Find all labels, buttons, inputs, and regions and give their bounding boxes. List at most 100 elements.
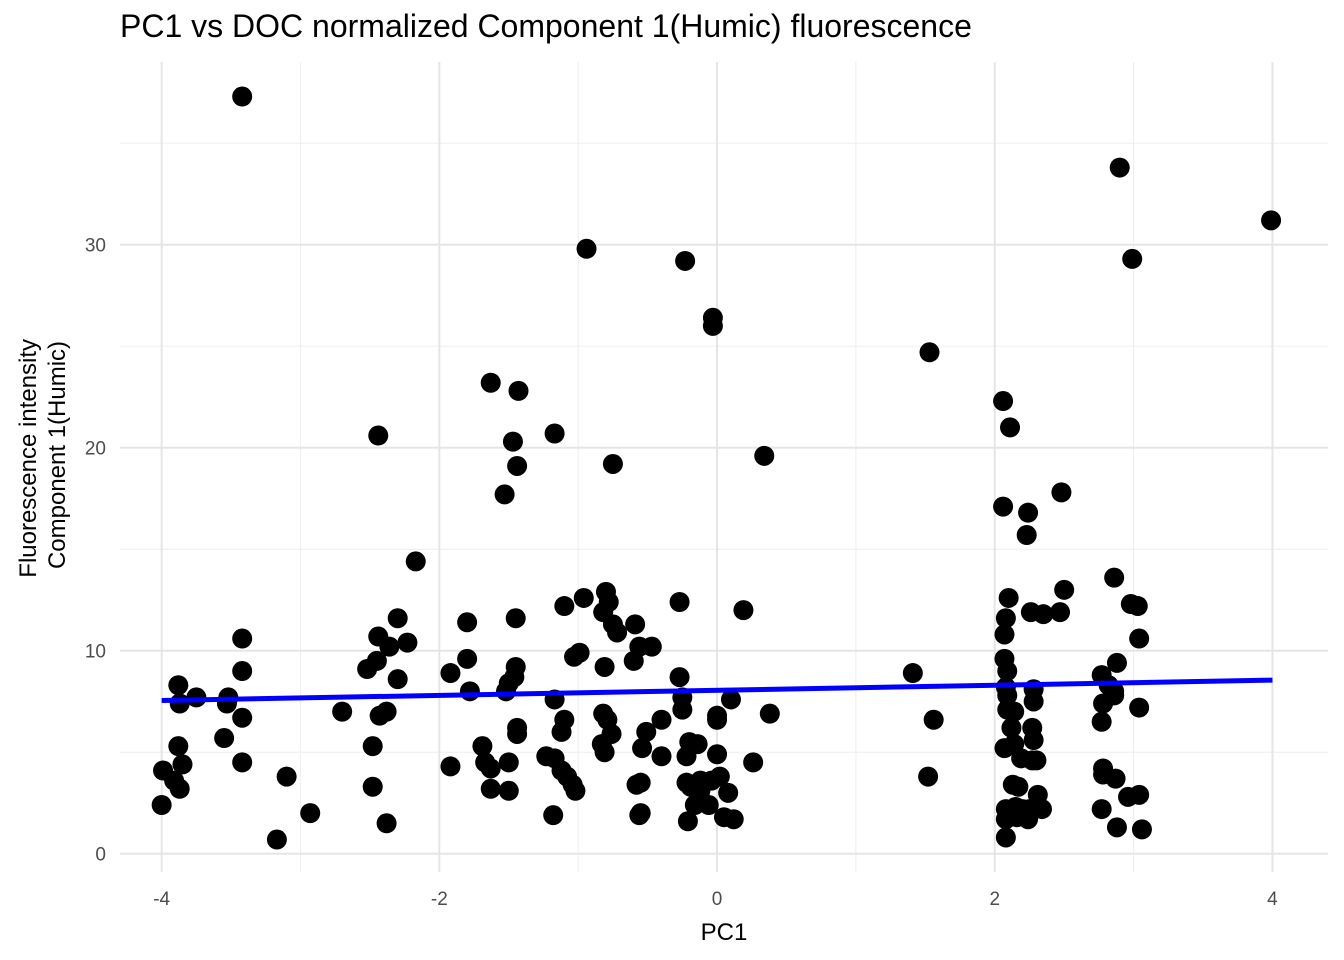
data-point — [759, 703, 780, 724]
data-point — [332, 701, 353, 722]
y-tick-label: 10 — [85, 642, 106, 663]
data-point — [629, 805, 650, 826]
data-point — [1033, 604, 1054, 625]
data-point — [576, 238, 597, 259]
data-point — [357, 658, 378, 679]
data-point — [669, 592, 690, 612]
data-point — [544, 423, 565, 444]
data-point — [480, 372, 501, 393]
data-point — [494, 484, 515, 505]
data-point — [676, 746, 697, 767]
data-point — [232, 628, 253, 649]
data-point — [214, 728, 235, 749]
data-point — [607, 622, 628, 643]
data-point — [1106, 652, 1127, 673]
data-point — [1122, 248, 1143, 269]
data-point — [232, 707, 253, 728]
data-point — [368, 425, 389, 446]
data-point — [362, 776, 383, 797]
data-point — [1261, 210, 1282, 231]
data-point — [993, 496, 1014, 517]
data-point — [216, 693, 237, 714]
data-point — [641, 636, 662, 657]
data-point — [362, 736, 383, 757]
data-point — [998, 587, 1019, 608]
data-point — [623, 650, 644, 671]
data-point — [698, 795, 719, 816]
data-point — [457, 648, 478, 669]
data-point — [632, 738, 653, 759]
data-point — [507, 723, 528, 744]
data-point — [1016, 525, 1037, 546]
data-point — [1004, 701, 1025, 722]
x-tick-label: -4 — [153, 889, 170, 910]
data-point — [707, 709, 728, 730]
data-point — [379, 636, 400, 657]
data-point — [995, 827, 1016, 848]
data-point — [405, 551, 426, 572]
grid — [120, 62, 1328, 872]
data-point — [1026, 750, 1047, 771]
y-axis-title-line-2: Component 1(Humic) — [44, 341, 71, 569]
data-point — [995, 608, 1016, 629]
data-point — [1001, 717, 1022, 738]
data-point — [168, 675, 189, 696]
x-tick-label: 2 — [989, 889, 1000, 910]
data-point — [502, 431, 523, 452]
data-point — [300, 803, 321, 824]
chart-title: PC1 vs DOC normalized Component 1(Humic)… — [120, 8, 972, 44]
data-point — [440, 663, 461, 684]
data-point — [602, 453, 623, 474]
data-point — [543, 805, 564, 826]
data-point — [1018, 502, 1039, 523]
data-point — [472, 736, 493, 757]
data-point — [675, 250, 696, 271]
y-axis-title: Fluorescence intensity Component 1(Humic… — [15, 332, 71, 577]
data-point — [1104, 567, 1125, 588]
data-point — [651, 746, 672, 767]
y-tick-label: 20 — [85, 439, 106, 460]
data-point — [1008, 776, 1029, 797]
data-point — [1023, 691, 1044, 712]
data-point — [625, 614, 646, 635]
data-point — [554, 596, 575, 617]
data-point — [440, 756, 461, 777]
data-point — [902, 663, 923, 684]
data-point — [669, 667, 690, 688]
data-point — [754, 445, 775, 466]
data-point — [1023, 730, 1044, 751]
data-point — [1031, 799, 1052, 820]
data-point — [677, 811, 698, 832]
data-point — [369, 705, 390, 726]
trend-line-layer — [161, 677, 1273, 703]
data-point — [993, 391, 1014, 412]
data-point — [507, 455, 528, 476]
data-point — [387, 669, 408, 690]
data-point — [651, 709, 672, 730]
data-point — [1106, 817, 1127, 838]
data-point — [397, 632, 418, 653]
trend-line — [161, 677, 1273, 703]
data-point — [498, 780, 519, 801]
data-point — [232, 86, 253, 107]
data-point — [565, 780, 586, 801]
data-point — [723, 809, 744, 830]
data-point — [1104, 685, 1125, 706]
data-point — [376, 813, 397, 834]
data-point — [387, 608, 408, 629]
data-point — [551, 721, 572, 742]
data-point — [232, 752, 253, 773]
data-point — [919, 342, 940, 363]
data-point — [573, 587, 594, 608]
data-point — [1127, 596, 1148, 617]
data-point — [1091, 799, 1112, 820]
data-point — [672, 699, 693, 720]
data-point — [994, 624, 1015, 645]
data-point — [1129, 784, 1150, 805]
data-point — [169, 693, 190, 714]
y-axis-title-line-1: Fluorescence intensity — [15, 339, 42, 578]
data-point — [508, 380, 529, 401]
data-point — [684, 795, 705, 816]
y-tick-label: 0 — [95, 845, 106, 866]
data-point — [1105, 768, 1126, 789]
